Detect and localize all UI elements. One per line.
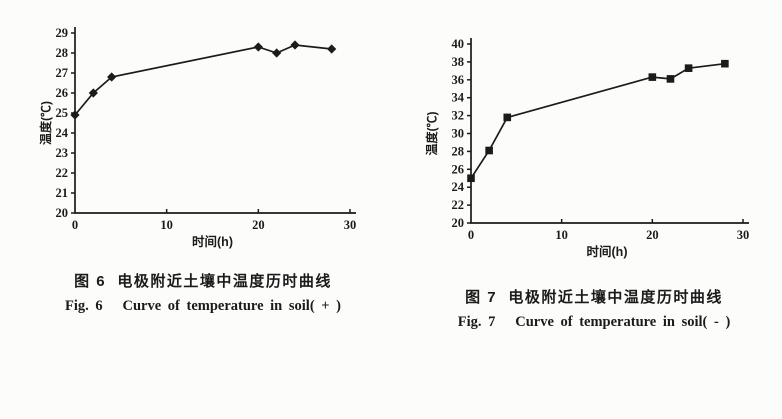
figure-7-caption: 图 7 电极附近土壤中温度历时曲线 Fig. 7 Curve of temper… bbox=[418, 286, 770, 331]
x-tick-label: 20 bbox=[252, 218, 264, 232]
y-tick-label: 22 bbox=[56, 166, 69, 180]
data-point-marker bbox=[648, 73, 657, 81]
x-tick-label: 30 bbox=[737, 228, 750, 242]
figure-7-caption-chinese: 图 7 电极附近土壤中温度历时曲线 bbox=[465, 289, 723, 306]
y-tick-label: 40 bbox=[452, 37, 465, 51]
x-tick-label: 0 bbox=[72, 218, 78, 232]
data-point-marker bbox=[272, 48, 282, 58]
x-tick-label: 0 bbox=[468, 228, 474, 242]
data-point-marker bbox=[253, 42, 263, 52]
x-axis-label: 时间(h) bbox=[192, 234, 233, 249]
x-tick-label: 20 bbox=[646, 228, 659, 242]
temperature-series-line bbox=[74, 44, 332, 116]
data-point-marker bbox=[721, 59, 729, 68]
y-tick-label: 26 bbox=[452, 162, 465, 176]
x-tick-label: 10 bbox=[160, 218, 173, 232]
y-tick-label: 22 bbox=[452, 198, 465, 212]
y-tick-label: 38 bbox=[452, 55, 465, 69]
y-tick-label: 20 bbox=[452, 216, 465, 230]
y-tick-label: 30 bbox=[452, 127, 465, 141]
y-tick-label: 27 bbox=[56, 66, 69, 80]
data-point-marker bbox=[666, 75, 675, 83]
y-axis-label: 温度(℃) bbox=[38, 101, 53, 145]
figure-6: 20 21 22 23 24 25 26 27 28 29 0 10 20 30 时间(h) 温度(℃) 图 … bbox=[28, 8, 378, 315]
figure-7-chart: 20 22 24 26 28 30 32 34 36 38 40 0 10 20 30 时间(h) 温度(℃) bbox=[424, 37, 750, 259]
y-tick-label: 25 bbox=[56, 106, 69, 120]
y-tick-label: 24 bbox=[452, 180, 465, 194]
y-tick-label: 21 bbox=[56, 186, 69, 200]
data-point-marker bbox=[485, 146, 493, 155]
figure-6-chart: 20 21 22 23 24 25 26 27 28 29 0 10 20 30 时间(h) 温度(℃) bbox=[38, 26, 357, 249]
data-point-marker bbox=[684, 64, 693, 72]
y-tick-label: 32 bbox=[452, 109, 465, 123]
y-tick-label: 29 bbox=[56, 26, 69, 40]
data-point-marker bbox=[503, 113, 512, 122]
data-point-marker bbox=[290, 40, 300, 50]
y-tick-label: 26 bbox=[56, 86, 69, 100]
figure-7: 20 22 24 26 28 30 32 34 36 38 40 0 10 20 30 时间(h) 温度(℃) … bbox=[418, 18, 770, 331]
y-tick-label: 24 bbox=[56, 126, 69, 140]
x-axis-label: 时间(h) bbox=[587, 244, 628, 259]
x-tick-label: 10 bbox=[555, 228, 568, 242]
data-point-marker bbox=[107, 72, 117, 82]
figure-6-caption: 图 6 电极附近土壤中温度历时曲线 Fig. 6 Curve of temper… bbox=[28, 270, 378, 315]
data-point-marker bbox=[467, 174, 475, 183]
y-axis-label: 温度(℃) bbox=[424, 112, 439, 156]
y-tick-label: 36 bbox=[452, 73, 465, 87]
y-tick-label: 20 bbox=[56, 206, 69, 220]
data-point-marker bbox=[327, 44, 337, 54]
y-tick-label: 28 bbox=[452, 144, 465, 158]
y-tick-label: 34 bbox=[452, 91, 465, 105]
y-tick-label: 28 bbox=[56, 46, 69, 60]
data-point-marker bbox=[70, 110, 80, 120]
x-tick-label: 30 bbox=[344, 218, 357, 232]
figure-6-caption-english: Fig. 6 Curve of temperature in soil( + ) bbox=[65, 298, 341, 314]
data-point-marker bbox=[88, 88, 98, 98]
figure-6-caption-chinese: 图 6 电极附近土壤中温度历时曲线 bbox=[74, 273, 332, 290]
figure-7-caption-english: Fig. 7 Curve of temperature in soil( - ) bbox=[457, 314, 731, 330]
y-tick-label: 23 bbox=[56, 146, 69, 160]
